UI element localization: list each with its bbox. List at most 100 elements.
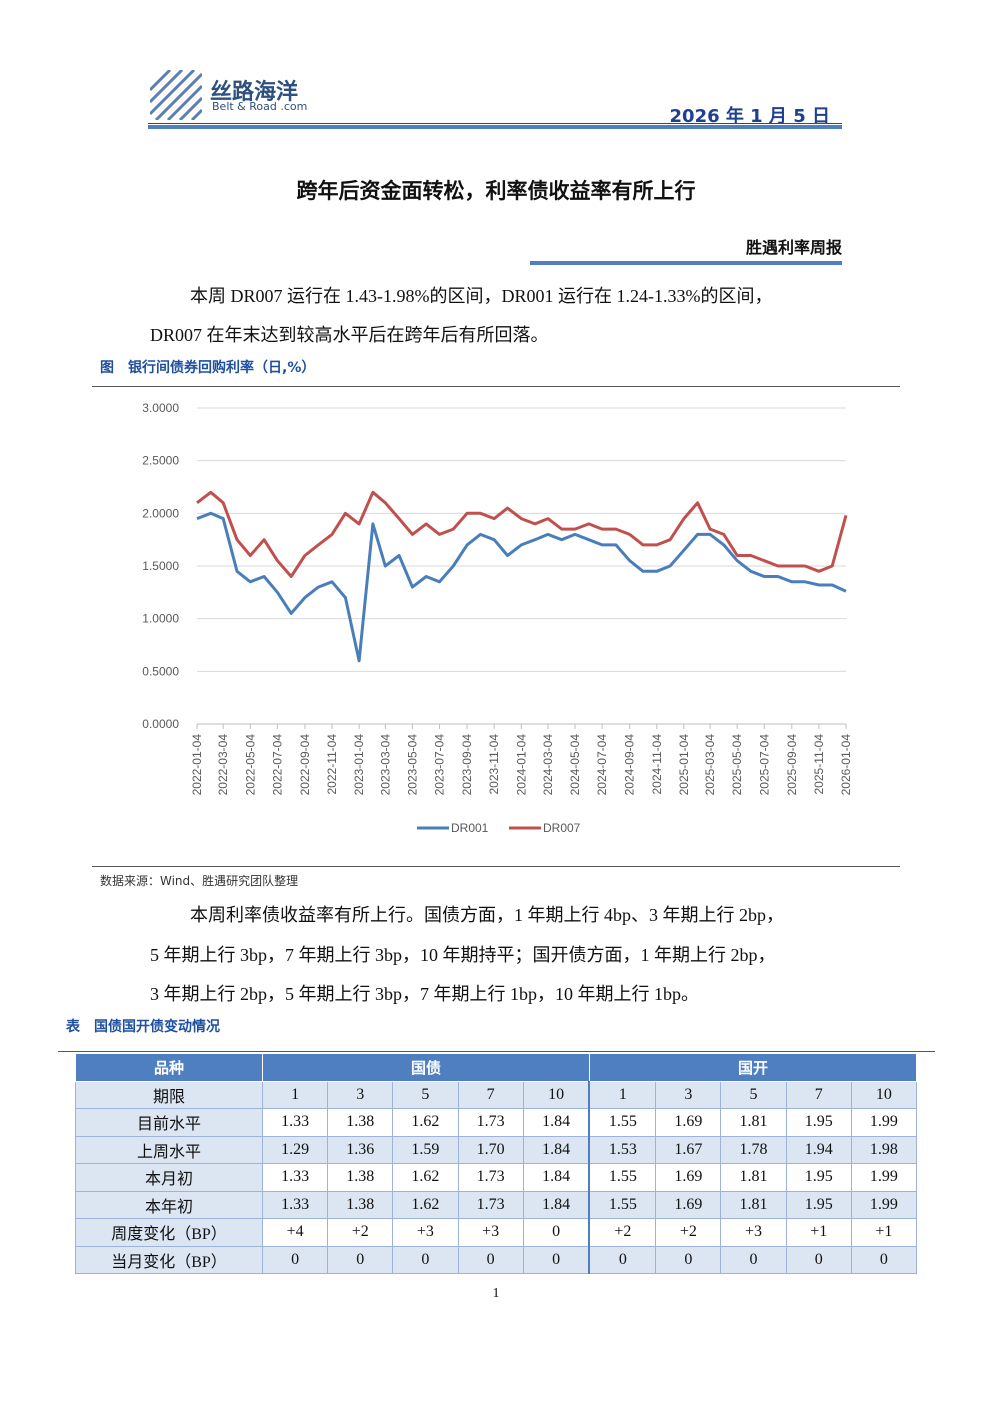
x-tick-label: 2023-05-04 (405, 734, 419, 796)
table-cell: 1.69 (655, 1108, 722, 1137)
table-cell: 1.81 (720, 1190, 787, 1219)
x-tick-label: 2022-01-04 (190, 734, 204, 796)
source-note: 数据来源：Wind、胜遇研究团队整理 (100, 874, 299, 888)
series-line (196, 511, 847, 663)
table-cell: 1.99 (850, 1190, 918, 1219)
figure-caption: 图 银行间债券回购利率（日,%） (100, 360, 316, 376)
section-label: 胜遇利率周报 (745, 238, 842, 257)
logo-en: Belt & Road .com (212, 100, 308, 113)
x-tick-label: 2025-03-04 (703, 734, 717, 796)
table-cell: +4 (261, 1218, 329, 1247)
paragraph: 3 年期上行 2bp，5 年期上行 3bp，7 年期上行 1bp，10 年期上行… (150, 984, 699, 1004)
doc-title: 跨年后资金面转松，利率债收益率有所上行 (296, 179, 696, 203)
table-cell: 5 (392, 1080, 459, 1109)
table-cell: 0 (392, 1245, 459, 1274)
table-cell: 1.73 (457, 1190, 524, 1219)
table-cell: +3 (392, 1218, 459, 1247)
x-tick-label: 2022-05-04 (243, 734, 257, 796)
table-cell: 0 (522, 1218, 591, 1247)
table-cell: 1.38 (327, 1108, 394, 1137)
table-cell: 0 (655, 1245, 722, 1274)
table-cell: 1.73 (457, 1108, 524, 1137)
table-cell: 1.78 (720, 1135, 787, 1164)
table-cell: 0 (785, 1245, 852, 1274)
table-cell: 1.55 (588, 1108, 657, 1137)
table-cell: 10 (850, 1080, 918, 1109)
table-cell: 1.69 (655, 1163, 722, 1192)
table-cell: 0 (720, 1245, 787, 1274)
table-cell: 1.55 (588, 1163, 657, 1192)
table-cell: +3 (720, 1218, 787, 1247)
table-cell: 5 (720, 1080, 787, 1109)
x-tick-label: 2023-03-04 (378, 734, 392, 796)
table-cell: +2 (588, 1218, 657, 1247)
logo-mark (150, 70, 202, 120)
figure-rule (92, 866, 900, 867)
row-label: 周度变化（BP） (75, 1218, 263, 1247)
x-tick-label: 2023-09-04 (460, 734, 474, 796)
x-tick-label: 2025-09-04 (785, 734, 799, 796)
y-tick-label: 1.5000 (142, 559, 179, 573)
table-cell: 1.99 (850, 1163, 918, 1192)
header-rule (148, 125, 842, 129)
table-cell: 1.98 (850, 1135, 918, 1164)
x-tick-label: 2026-01-04 (839, 734, 853, 796)
table-cell: 1.69 (655, 1190, 722, 1219)
legend-label: DR007 (543, 821, 581, 835)
table-cell: 7 (785, 1080, 852, 1109)
table-cell: 1.62 (392, 1163, 459, 1192)
series-line (196, 490, 848, 578)
table-cell: 1.99 (850, 1108, 918, 1137)
y-tick-label: 0.0000 (142, 717, 179, 731)
table-cell: 0 (850, 1245, 918, 1274)
table-cell: 1.33 (261, 1108, 329, 1137)
section-rule (530, 261, 842, 265)
table-cell: 3 (655, 1080, 722, 1109)
table-cell: 1.38 (327, 1190, 394, 1219)
table-cell: 1.29 (261, 1135, 329, 1164)
paragraph: 5 年期上行 3bp，7 年期上行 3bp，10 年期持平；国开债方面，1 年期… (150, 945, 776, 965)
row-label: 本年初 (75, 1190, 263, 1219)
x-tick-label: 2022-09-04 (298, 734, 312, 796)
table-rule (58, 1051, 935, 1052)
table-cell: 1.84 (522, 1108, 591, 1137)
table-cell: +3 (457, 1218, 524, 1247)
table-cell: 1.81 (720, 1108, 787, 1137)
table-cell: 0 (457, 1245, 524, 1274)
x-tick-label: 2024-01-04 (514, 734, 528, 796)
table-cell: 0 (261, 1245, 329, 1274)
x-tick-label: 2023-07-04 (433, 734, 447, 796)
x-tick-label: 2024-05-04 (568, 734, 582, 796)
table-cell: 1 (261, 1080, 329, 1109)
data-table: 品种 国债 国开 期限 1 3 5 7 10 1 3 5 7 10 目前水平 1.33 1.38 1.62 1.73… (75, 1053, 918, 1274)
row-label: 期限 (75, 1080, 263, 1109)
x-tick-label: 2023-01-04 (352, 734, 366, 796)
header-rule (148, 123, 842, 124)
paragraph: 本周利率债收益率有所上行。国债方面，1 年期上行 4bp、3 年期上行 2bp， (190, 905, 784, 925)
table-cell: 1.67 (655, 1135, 722, 1164)
paragraph: 本周 DR007 运行在 1.43-1.98%的区间，DR001 运行在 1.2… (190, 286, 773, 306)
y-tick-label: 2.5000 (142, 454, 179, 468)
table-cell: 3 (327, 1080, 394, 1109)
x-tick-label: 2024-11-04 (650, 734, 664, 795)
x-tick-label: 2024-03-04 (541, 734, 555, 796)
row-label: 目前水平 (75, 1108, 263, 1137)
chart: 0.0000 0.5000 1.0000 1.5000 2.0000 2.5000 3.00… (142, 401, 853, 835)
table-cell: 1.84 (522, 1163, 591, 1192)
table-cell: 0 (588, 1245, 657, 1274)
table-cell: 1.95 (785, 1190, 852, 1219)
report-date: 2026 年 1 月 5 日 (669, 106, 830, 127)
table-cell: 1 (588, 1080, 657, 1109)
x-tick-label: 2023-11-04 (487, 734, 501, 795)
x-tick-label: 2024-09-04 (623, 734, 637, 796)
page-number: 1 (492, 1286, 500, 1301)
x-tick-label: 2022-07-04 (270, 734, 284, 796)
y-tick-label: 2.0000 (142, 506, 179, 520)
y-tick-label: 1.0000 (142, 612, 179, 626)
x-tick-label: 2025-07-04 (757, 734, 771, 796)
table-cell: 1.38 (327, 1163, 394, 1192)
y-tick-label: 3.0000 (142, 401, 179, 415)
table-header: 品种 (75, 1053, 263, 1082)
logo-cn: 丝路海洋 (210, 80, 299, 105)
